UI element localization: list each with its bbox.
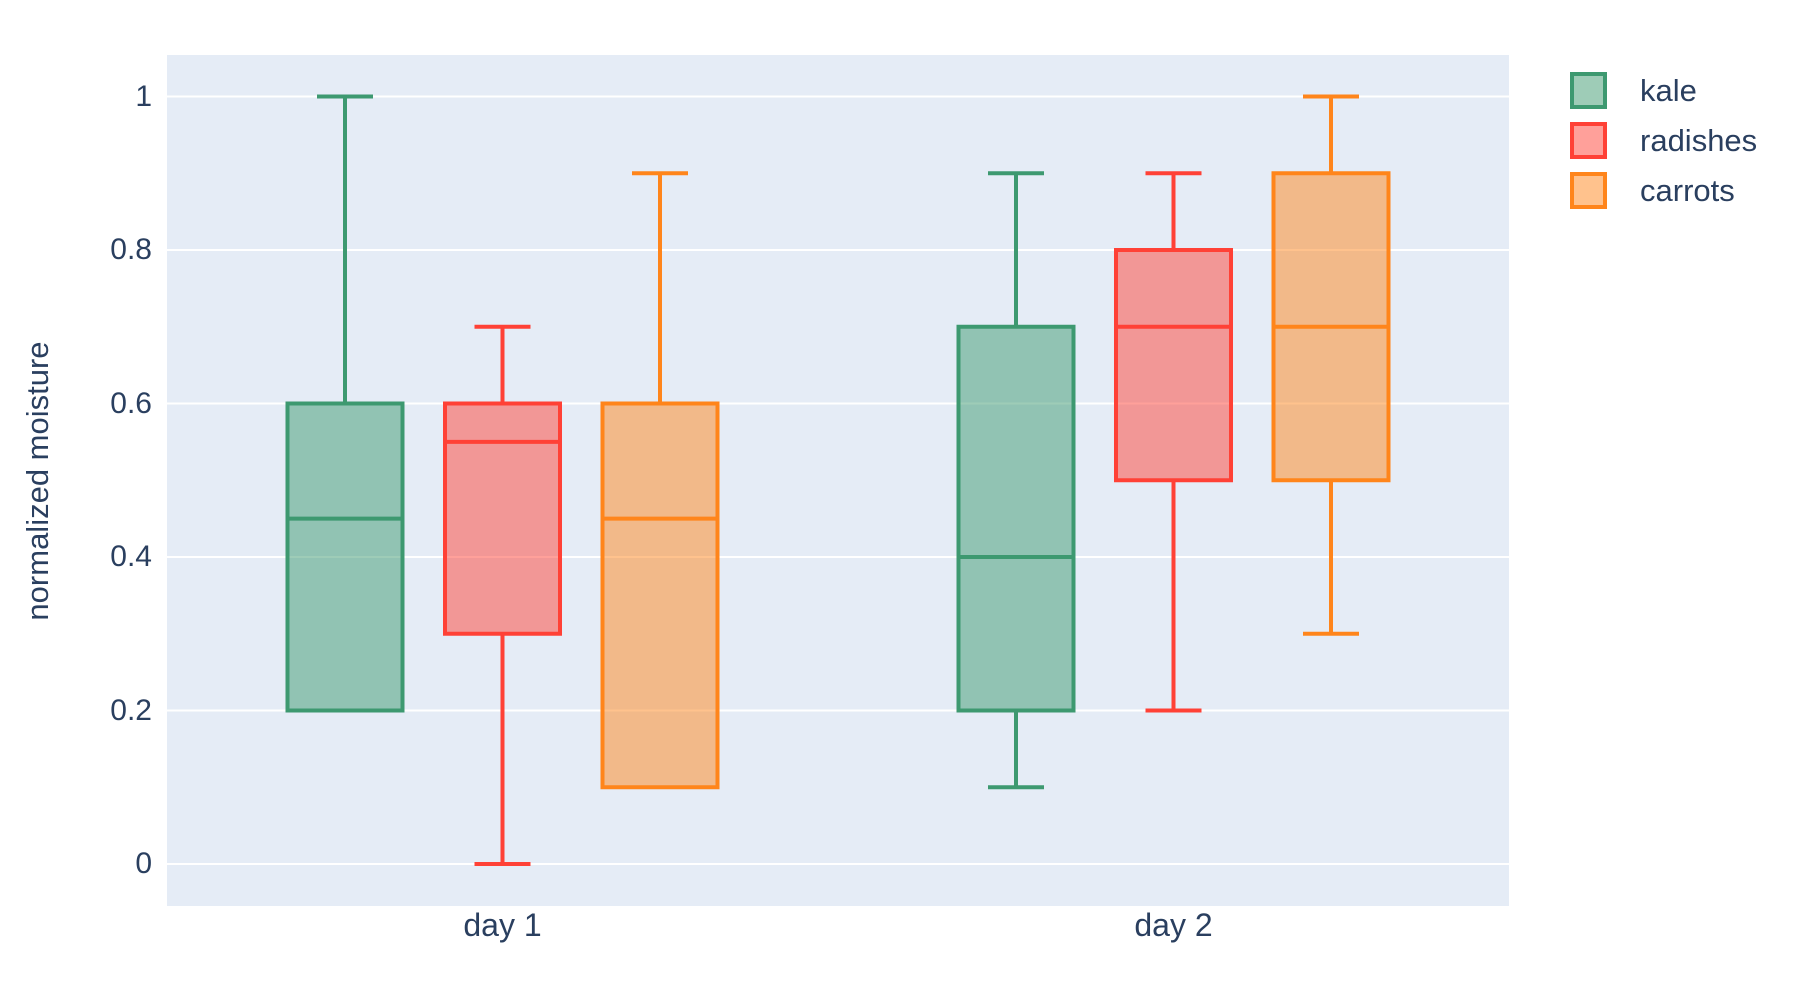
legend-item-carrots[interactable]: carrots	[1570, 172, 1757, 209]
legend-label: carrots	[1640, 173, 1735, 208]
y-axis-title: normalized moisture	[20, 341, 55, 621]
legend-label: kale	[1640, 73, 1697, 108]
box-kale-day-2[interactable]	[956, 324, 1076, 713]
legend-item-kale[interactable]: kale	[1570, 72, 1757, 109]
y-tick-label-0.2: 0.2	[110, 693, 152, 727]
carrots-swatch-icon	[1570, 172, 1607, 209]
legend-label: radishes	[1640, 123, 1758, 158]
box-radishes-day-2[interactable]	[1114, 248, 1233, 483]
legend: kale radishes carrots	[1570, 72, 1757, 209]
y-tick-label-0.8: 0.8	[110, 233, 152, 266]
radishes-swatch-icon	[1570, 122, 1607, 159]
y-tick-label-0: 0	[135, 847, 152, 880]
box-radishes-day-1[interactable]	[443, 401, 562, 636]
y-tick-label-0.6: 0.6	[110, 386, 152, 420]
x-tick-label-day-2: day 2	[1134, 907, 1213, 943]
kale-swatch-icon	[1570, 72, 1607, 109]
y-tick-label-0.4: 0.4	[110, 540, 152, 573]
legend-item-radishes[interactable]: radishes	[1570, 122, 1757, 159]
box-carrots-day-1[interactable]	[600, 401, 720, 790]
box-kale-day-1[interactable]	[285, 401, 405, 713]
x-tick-label-day-1: day 1	[463, 907, 542, 943]
y-tick-label-1: 1	[135, 79, 152, 113]
